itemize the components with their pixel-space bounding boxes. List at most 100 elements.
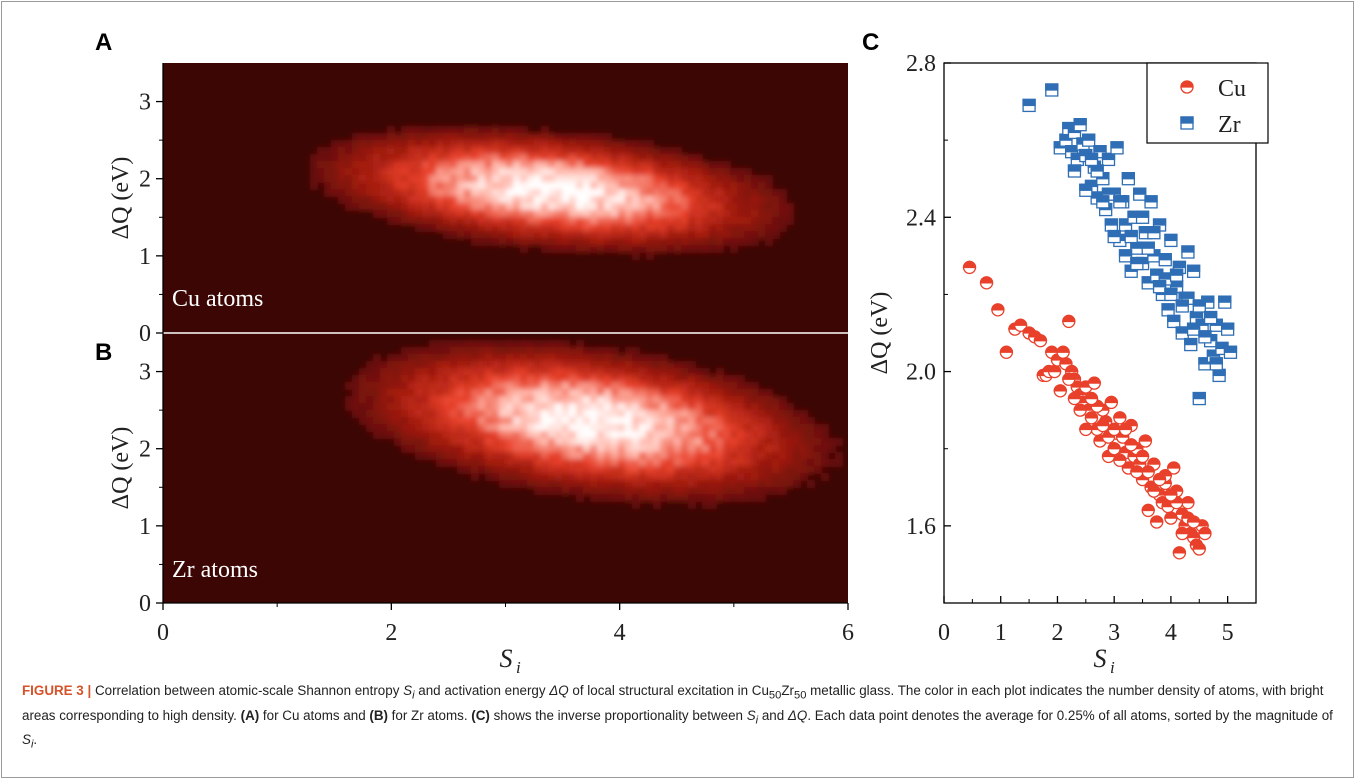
- heatmap-a-cell: [506, 154, 514, 162]
- heatmap-a-cell: [429, 182, 437, 190]
- heatmap-b-cell: [450, 438, 458, 446]
- heatmap-a-cell: [345, 154, 353, 162]
- heatmap-a-cell: [520, 217, 528, 225]
- heatmap-a-cell: [331, 161, 339, 169]
- heatmap-a-cell: [611, 154, 619, 162]
- heatmap-a-cell: [338, 147, 346, 155]
- heatmap-a-cell: [562, 161, 570, 169]
- heatmap-b-cell: [583, 466, 591, 474]
- heatmap-b-cell: [429, 347, 437, 355]
- heatmap-b-cell: [660, 445, 668, 453]
- heatmap-a-cell: [401, 217, 409, 225]
- heatmap-b-cell: [702, 389, 710, 397]
- heatmap-a-cell: [611, 203, 619, 211]
- heatmap-a-cell: [744, 203, 752, 211]
- heatmap-b-cell: [702, 445, 710, 453]
- heatmap-b-cell: [394, 424, 402, 432]
- heatmap-a-cell: [562, 210, 570, 218]
- heatmap-a-cell: [513, 224, 521, 232]
- heatmap-b-cell: [611, 494, 619, 502]
- heatmap-a-cell: [772, 210, 780, 218]
- heatmap-b-cell: [415, 396, 423, 404]
- heatmap-a-cell: [534, 168, 542, 176]
- heatmap-b-cell: [569, 368, 577, 376]
- heatmap-a-cell: [590, 203, 598, 211]
- scatter-c-x-tick-label: 1: [995, 620, 1007, 646]
- heatmap-a-cell: [359, 168, 367, 176]
- heatmap-b-cell: [681, 382, 689, 390]
- heatmap-a-cell: [660, 154, 668, 162]
- heatmap-b-cell: [660, 410, 668, 418]
- heatmap-b-cell: [618, 424, 626, 432]
- heatmap-a-cell: [681, 168, 689, 176]
- heatmap-b-cell: [541, 473, 549, 481]
- heatmap-b-cell: [513, 361, 521, 369]
- heatmap-a-cell: [723, 203, 731, 211]
- heatmap-a-cell: [702, 217, 710, 225]
- heatmap-b-cell: [520, 340, 528, 348]
- heatmap-a-cell: [492, 168, 500, 176]
- heatmap-b-cell: [618, 438, 626, 446]
- heatmap-b-cell: [415, 382, 423, 390]
- heatmap-x-axis-label-sub: i: [516, 658, 521, 677]
- heatmap-a-cell: [513, 140, 521, 148]
- heatmap-b-cell: [639, 361, 647, 369]
- heatmap-a-cell: [513, 189, 521, 197]
- panel-label-c: C: [862, 29, 879, 56]
- heatmap-a-cell: [387, 126, 395, 134]
- heatmap-b-cell: [709, 501, 717, 509]
- heatmap-b-cell: [569, 347, 577, 355]
- heatmap-b-cell: [380, 403, 388, 411]
- heatmap-b-cell: [534, 459, 542, 467]
- heatmap-b-cell: [611, 480, 619, 488]
- heatmap-b-cell: [716, 487, 724, 495]
- heatmap-a-cell: [653, 147, 661, 155]
- heatmap-b-cell: [695, 396, 703, 404]
- scatter-c-point-cu: [1164, 511, 1178, 525]
- heatmap-b-cell: [800, 431, 808, 439]
- caption-text-2: and activation energy: [414, 683, 550, 698]
- heatmap-a-cell: [786, 217, 794, 225]
- heatmap-a-cell: [604, 224, 612, 232]
- scatter-c-point-zr: [1101, 152, 1116, 167]
- scatter-c-point-zr: [1223, 345, 1238, 359]
- heatmap-a-cell: [625, 245, 633, 253]
- heatmap-a-cell: [590, 189, 598, 197]
- heatmap-b-cell: [485, 410, 493, 418]
- heatmap-a-cell: [534, 175, 542, 183]
- heatmap-b-cell: [443, 347, 451, 355]
- heatmap-b-cell: [541, 445, 549, 453]
- heatmap-b-cell: [443, 403, 451, 411]
- heatmap-a-cell: [555, 154, 563, 162]
- heatmap-a-cell: [352, 154, 360, 162]
- heatmap-b-cell: [471, 466, 479, 474]
- heatmap-a-cell: [583, 231, 591, 239]
- heatmap-a-cell: [674, 210, 682, 218]
- heatmap-a-cell: [443, 217, 451, 225]
- heatmap-a-cell: [674, 154, 682, 162]
- heatmap-b-cell: [527, 466, 535, 474]
- heatmap-a-cell: [597, 224, 605, 232]
- heatmap-a-cell: [471, 175, 479, 183]
- heatmap-b-cell: [786, 459, 794, 467]
- heatmap-a-cell: [380, 210, 388, 218]
- scatter-c-point-cu: [1147, 484, 1161, 498]
- heatmap-b-cell: [667, 410, 675, 418]
- heatmap-a-cell: [359, 196, 367, 204]
- heatmap-a-cell: [625, 147, 633, 155]
- heatmap-a-cell: [485, 147, 493, 155]
- heatmap-a-cell: [471, 126, 479, 134]
- scatter-c-y-tick-label: 2.8: [906, 51, 936, 77]
- heatmap-b-cell: [436, 403, 444, 411]
- heatmap-b-cell: [772, 466, 780, 474]
- heatmap-b-cell: [464, 347, 472, 355]
- heatmap-b-cell: [548, 340, 556, 348]
- heatmap-a-cell: [555, 182, 563, 190]
- heatmap-b-cell: [786, 452, 794, 460]
- heatmap-b-cell: [478, 417, 486, 425]
- heatmap-b-cell: [562, 340, 570, 348]
- heatmap-b-cell: [555, 354, 563, 362]
- heatmap-a-cell: [485, 238, 493, 246]
- heatmap-b-cell: [394, 410, 402, 418]
- heatmap-a-cell: [471, 224, 479, 232]
